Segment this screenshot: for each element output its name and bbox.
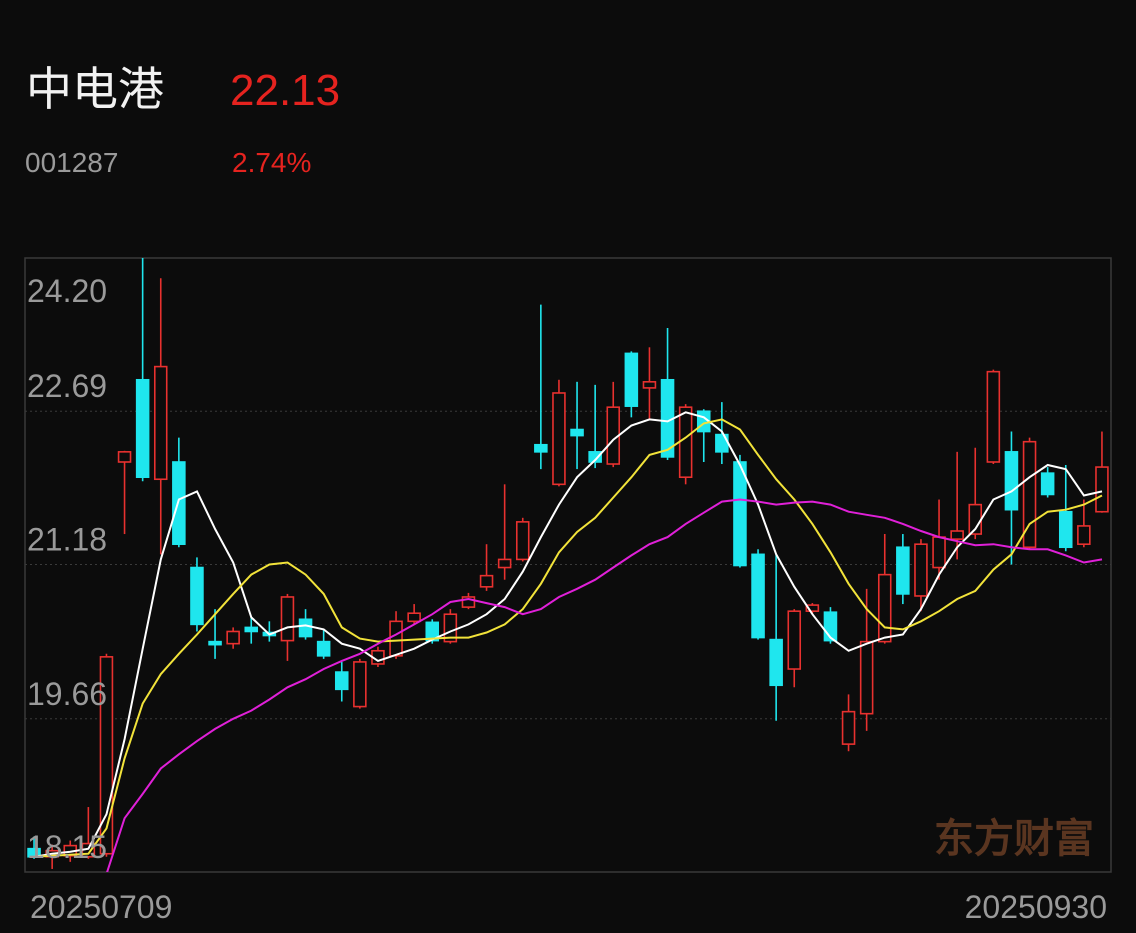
candle-body [153,365,168,481]
candle-body [552,392,566,486]
candle-body [570,428,584,437]
candle-body [99,656,114,855]
candle-body [588,451,602,463]
y-tick-label: 21.18 [27,521,107,557]
candle-body [950,530,964,540]
candle-body [859,640,874,715]
y-tick-label: 24.20 [27,273,107,309]
ma-line [33,411,1103,858]
y-tick-label: 22.69 [27,368,107,404]
candle-body [733,461,747,567]
candle-body [389,620,403,657]
candle-body [932,536,946,569]
candle-body [1095,466,1109,513]
candle-body [208,640,222,646]
candle-body [841,710,856,745]
stock-name: 中电港 [26,62,164,116]
candle-body [986,370,1001,463]
candle-body [443,613,458,643]
candle-body [334,671,349,691]
y-tick-label: 18.15 [27,829,107,865]
candle-body [117,451,132,463]
candle-body [244,626,259,633]
stock-price: 22.13 [230,66,340,115]
watermark: 东方财富 [934,815,1094,862]
candle-body [1004,451,1019,511]
candle-body [642,381,657,389]
candle-body [461,596,476,608]
axis-labels: 24.20 22.69 21.18 19.66 18.15 20250709 2025093… [25,257,1107,925]
plot-frame [24,257,1112,873]
candle-body [1077,525,1091,545]
candle-body [190,566,204,626]
candle-body [1022,440,1037,549]
candle-body [534,443,548,453]
candle-body [515,521,530,561]
candle-body [896,546,910,595]
candle-body [877,573,892,643]
candle-body [298,618,313,638]
candle-body [624,352,639,407]
stock-code: 001287 [25,147,118,178]
candle-body [135,378,150,479]
candle-body [823,611,838,642]
candle-body [280,596,295,642]
candle-body [805,604,820,612]
candle-body [751,553,765,639]
ma-line [33,418,1103,858]
x-tick-label: 20250930 [965,889,1107,925]
stock-change: 2.74% [232,147,311,178]
ma-line [106,498,1103,872]
candle-body [353,661,367,708]
y-tick-label: 19.66 [27,676,107,712]
candle-body [914,543,928,597]
candle-body [497,558,512,569]
candle-body [479,574,494,588]
candle-body [226,630,240,645]
candle-body [787,610,802,670]
x-tick-label: 20250709 [30,889,172,925]
candle-body [407,612,421,623]
candle-body [1040,472,1055,496]
candle-body [678,406,693,479]
candle-body [1058,510,1073,549]
plot [25,258,1111,872]
candle-body [316,640,331,657]
candle-body [769,638,783,687]
